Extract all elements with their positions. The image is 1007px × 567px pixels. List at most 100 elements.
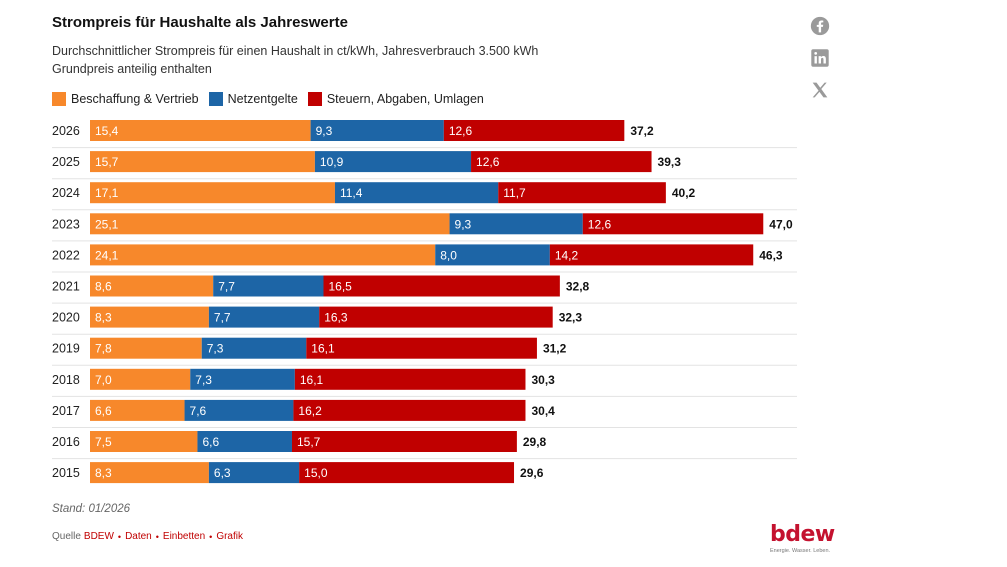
- facebook-share-button[interactable]: [809, 15, 831, 37]
- category-label: 2025: [52, 155, 80, 169]
- category-label: 2022: [52, 248, 80, 262]
- x-share-button[interactable]: [809, 79, 831, 101]
- footer-separator-icon: •: [155, 531, 159, 542]
- bar-total-label: 30,3: [531, 373, 555, 387]
- category-label: 2024: [52, 186, 80, 200]
- footer-separator-icon: •: [209, 531, 213, 542]
- linkedin-share-button[interactable]: [809, 47, 831, 69]
- bar-value-label: 6,6: [202, 435, 219, 449]
- category-label: 2015: [52, 466, 80, 480]
- bar-segment-steuern[interactable]: [323, 275, 560, 297]
- bar-segment-netzentgelte[interactable]: [197, 431, 292, 452]
- bar-total-label: 32,8: [566, 280, 590, 294]
- bar-value-label: 8,0: [440, 248, 457, 262]
- legend-label-steuern: Steuern, Abgaben, Umlagen: [326, 92, 484, 106]
- bar-segment-netzentgelte[interactable]: [208, 306, 320, 328]
- bdew-logo[interactable]: bdew Energie. Wasser. Leben.: [770, 522, 835, 555]
- stand-date: Stand: 01/2026: [52, 503, 131, 515]
- bar-value-label: 7,3: [207, 342, 224, 356]
- bar-segment-steuern[interactable]: [319, 306, 553, 328]
- logo-text: bdew: [770, 522, 835, 547]
- bar-segment-beschaffung[interactable]: [90, 399, 185, 421]
- facebook-icon: [810, 16, 830, 36]
- bar-segment-steuern[interactable]: [294, 368, 526, 390]
- bar-value-label: 8,6: [95, 280, 112, 294]
- legend-swatch-beschaffung: [52, 92, 66, 106]
- bar-value-label: 8,3: [95, 466, 112, 480]
- bar-segment-steuern[interactable]: [498, 182, 666, 204]
- bar-segment-beschaffung[interactable]: [90, 275, 214, 297]
- bar-segment-netzentgelte[interactable]: [190, 368, 295, 390]
- bar-value-label: 24,1: [95, 248, 119, 262]
- bar-value-label: 10,9: [320, 155, 344, 169]
- footer-quelle-link[interactable]: BDEW: [83, 531, 114, 542]
- legend-item-steuern[interactable]: Steuern, Abgaben, Umlagen: [307, 92, 484, 106]
- bar-segment-steuern[interactable]: [293, 399, 526, 421]
- bar-segment-beschaffung[interactable]: [90, 244, 436, 266]
- bar-segment-beschaffung[interactable]: [90, 368, 191, 390]
- bar-value-label: 16,1: [311, 342, 335, 356]
- logo-tagline: Energie. Wasser. Leben.: [770, 548, 831, 554]
- legend-label-beschaffung: Beschaffung & Vertrieb: [71, 92, 199, 106]
- bar-segment-netzentgelte[interactable]: [314, 151, 472, 173]
- bar-segment-steuern[interactable]: [549, 244, 754, 266]
- bar-value-label: 15,7: [297, 435, 321, 449]
- bar-value-label: 7,8: [95, 342, 112, 356]
- bar-segment-steuern[interactable]: [299, 462, 515, 484]
- footer-grafik-link[interactable]: Grafik: [216, 531, 243, 542]
- bar-segment-netzentgelte[interactable]: [435, 244, 550, 266]
- bar-segment-beschaffung[interactable]: [90, 431, 198, 452]
- bar-value-label: 12,6: [588, 217, 612, 231]
- footer-quelle-label: Quelle: [52, 531, 81, 542]
- bar-value-label: 15,7: [95, 155, 119, 169]
- bar-segment-steuern[interactable]: [306, 337, 537, 359]
- bar-segment-netzentgelte[interactable]: [310, 120, 444, 141]
- bar-segment-steuern[interactable]: [471, 151, 652, 173]
- legend-item-netzentgelte[interactable]: Netzentgelte: [208, 92, 298, 106]
- footer-daten-link[interactable]: Daten: [125, 531, 152, 542]
- bar-value-label: 25,1: [95, 217, 119, 231]
- legend-item-beschaffung[interactable]: Beschaffung & Vertrieb: [52, 92, 199, 106]
- bar-value-label: 16,3: [324, 311, 348, 325]
- bar-segment-netzentgelte[interactable]: [449, 213, 583, 235]
- bar-segment-netzentgelte[interactable]: [208, 462, 300, 484]
- bar-total-label: 31,2: [543, 342, 567, 356]
- bar-value-label: 6,6: [95, 404, 112, 418]
- bar-segment-beschaffung[interactable]: [90, 151, 315, 173]
- bar-segment-steuern[interactable]: [443, 120, 625, 141]
- bar-segment-netzentgelte[interactable]: [334, 182, 499, 204]
- bar-segment-steuern[interactable]: [291, 431, 517, 452]
- bar-value-label: 7,6: [190, 404, 207, 418]
- bar-total-label: 47,0: [769, 217, 793, 231]
- bar-segment-steuern[interactable]: [582, 213, 764, 235]
- bar-segment-beschaffung[interactable]: [90, 337, 202, 359]
- category-label: 2016: [52, 435, 80, 449]
- bar-segment-netzentgelte[interactable]: [201, 337, 307, 359]
- chart-legend: Beschaffung & Vertrieb Netzentgelte Steu…: [52, 92, 494, 106]
- bar-value-label: 11,4: [340, 186, 363, 200]
- category-label: 2017: [52, 404, 80, 418]
- bar-value-label: 16,2: [298, 404, 322, 418]
- bar-value-label: 7,7: [214, 311, 231, 325]
- bar-value-label: 7,3: [195, 373, 212, 387]
- bar-value-label: 9,3: [455, 217, 472, 231]
- bar-value-label: 16,5: [328, 280, 352, 294]
- bar-total-label: 30,4: [531, 404, 555, 418]
- bar-segment-netzentgelte[interactable]: [184, 399, 294, 421]
- bar-segment-beschaffung[interactable]: [90, 213, 450, 235]
- bar-total-label: 29,8: [523, 435, 547, 449]
- bar-value-label: 16,1: [300, 373, 324, 387]
- bar-segment-beschaffung[interactable]: [90, 462, 209, 484]
- category-label: 2019: [52, 342, 80, 356]
- bar-segment-netzentgelte[interactable]: [213, 275, 324, 297]
- bar-value-label: 11,7: [503, 186, 526, 200]
- bar-segment-beschaffung[interactable]: [90, 306, 209, 328]
- bar-segment-beschaffung[interactable]: [90, 182, 335, 204]
- footer-links: Quelle BDEW • Daten • Einbetten • Grafik: [52, 531, 243, 542]
- footer-einbetten-link[interactable]: Einbetten: [162, 531, 206, 542]
- bar-segment-beschaffung[interactable]: [90, 120, 311, 141]
- legend-swatch-steuern: [307, 92, 322, 106]
- bar-value-label: 8,3: [95, 311, 112, 325]
